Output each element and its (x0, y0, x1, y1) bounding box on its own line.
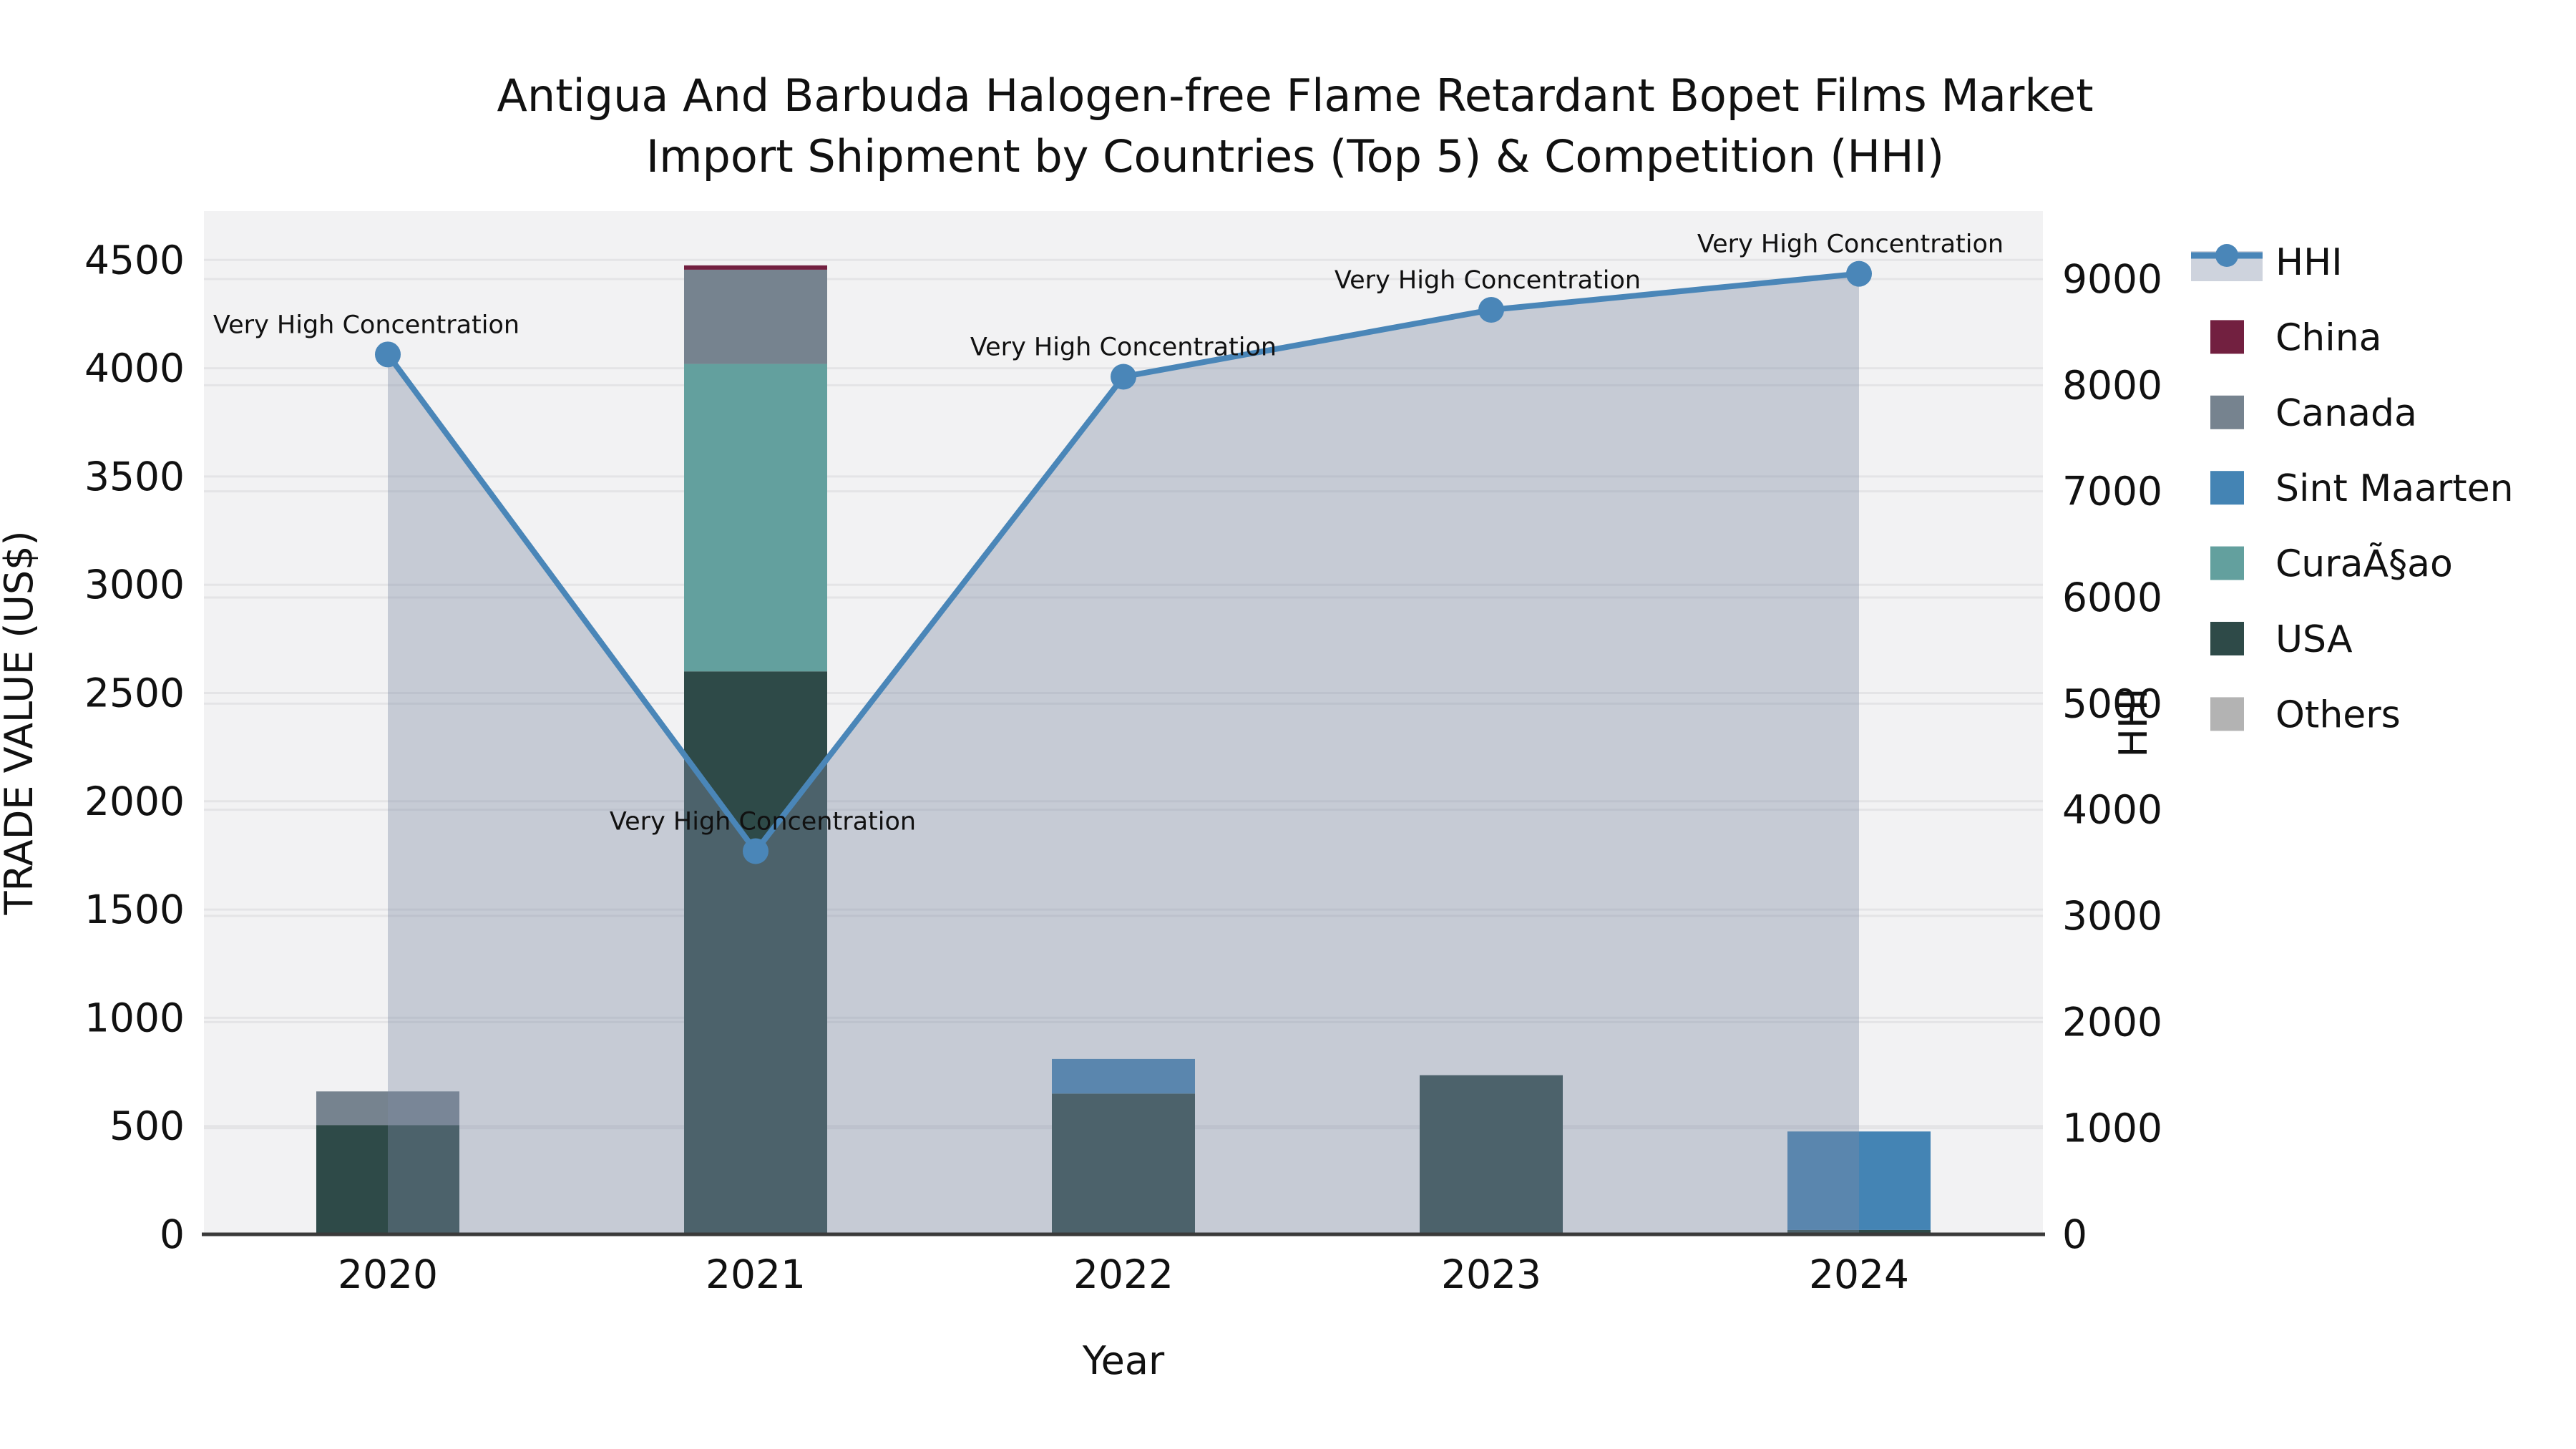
chart-title-line2: Import Shipment by Countries (Top 5) & C… (646, 130, 1944, 182)
legend-item-others: Others (2210, 693, 2401, 736)
annotation-2024: Very High Concentration (1697, 230, 2004, 259)
left-tick-3000: 3000 (84, 562, 185, 608)
bar-segment-canada-2020 (316, 1091, 459, 1126)
right-tick-3000: 3000 (2062, 893, 2162, 939)
left-tick-500: 500 (109, 1103, 185, 1149)
hhi-marker-2023 (1478, 297, 1504, 323)
legend-color-swatch (2210, 395, 2244, 429)
legend-label: CuraÃ§ao (2275, 542, 2453, 586)
bar-segment-china-2021 (684, 265, 827, 270)
legend-label: HHI (2275, 241, 2343, 284)
left-tick-labels: 0 500 1000 1500 2000 2500 3000 3500 4000 4500 (84, 237, 185, 1257)
left-tick-1500: 1500 (84, 887, 185, 932)
legend: HHI China Canada Sint Maarten CuraÃ§ao USA Oth… (2191, 241, 2514, 736)
x-tick-labels: 2020 2021 2022 2023 2024 (338, 1252, 1909, 1297)
legend-color-swatch (2210, 320, 2244, 354)
legend-item-cura-ao: CuraÃ§ao (2210, 542, 2453, 586)
right-tick-5000: 5000 (2062, 680, 2162, 726)
legend-color-swatch (2210, 546, 2244, 580)
annotation-labels: Very High Concentration Very High Concent… (213, 230, 2004, 836)
legend-label: USA (2275, 618, 2353, 661)
x-tick-2021: 2021 (706, 1252, 806, 1297)
left-tick-2000: 2000 (84, 779, 185, 824)
bar-segment-usa-2023 (1420, 1075, 1563, 1234)
annotation-2021: Very High Concentration (610, 808, 916, 836)
legend-label: Others (2275, 693, 2401, 736)
left-tick-3500: 3500 (84, 454, 185, 499)
right-tick-4000: 4000 (2062, 787, 2162, 833)
bar-segment-usa-2020 (316, 1125, 459, 1234)
bar-segment-canada-2021 (684, 269, 827, 364)
left-tick-4500: 4500 (84, 237, 185, 283)
legend-item-china: China (2210, 316, 2382, 359)
legend-label: Sint Maarten (2275, 467, 2514, 510)
hhi-marker-2024 (1846, 260, 1872, 287)
x-tick-2020: 2020 (338, 1252, 438, 1297)
right-tick-9000: 9000 (2062, 256, 2162, 302)
x-tick-2024: 2024 (1809, 1252, 1909, 1297)
left-tick-1000: 1000 (84, 995, 185, 1040)
x-axis-title: Year (1082, 1338, 1165, 1383)
bar-segment-cura-ao-2021 (684, 364, 827, 672)
hhi-line (375, 260, 1872, 864)
legend-color-swatch (2210, 622, 2244, 655)
legend-label: Canada (2275, 392, 2417, 435)
left-tick-4000: 4000 (84, 346, 185, 391)
hhi-area-path (388, 273, 1859, 1234)
legend-item-sint-maarten: Sint Maarten (2210, 467, 2514, 510)
right-tick-labels: 0 1000 2000 3000 4000 5000 6000 7000 8000 9000 (2062, 256, 2162, 1257)
hhi-area-fill (388, 273, 1859, 1234)
bar-stacks (316, 265, 1931, 1234)
right-tick-8000: 8000 (2062, 362, 2162, 408)
legend-label: China (2275, 316, 2382, 359)
right-tick-2000: 2000 (2062, 999, 2162, 1045)
legend-item-usa: USA (2210, 618, 2353, 661)
legend-color-swatch (2210, 471, 2244, 505)
x-tick-2023: 2023 (1441, 1252, 1541, 1297)
bar-segment-sint-maarten-2024 (1787, 1131, 1931, 1230)
hhi-marker-2020 (375, 341, 401, 368)
right-tick-1000: 1000 (2062, 1106, 2162, 1151)
x-tick-2022: 2022 (1073, 1252, 1174, 1297)
right-tick-7000: 7000 (2062, 469, 2162, 514)
legend-item-canada: Canada (2210, 392, 2417, 435)
hhi-marker-2022 (1111, 364, 1136, 390)
legend-item-hhi: HHI (2191, 241, 2343, 284)
right-tick-6000: 6000 (2062, 575, 2162, 620)
chart-title-line1: Antigua And Barbuda Halogen-free Flame R… (497, 69, 2093, 122)
left-tick-2500: 2500 (84, 670, 185, 716)
bar-segment-usa-2021 (684, 671, 827, 1234)
annotation-2022: Very High Concentration (970, 333, 1277, 361)
right-tick-0: 0 (2062, 1211, 2087, 1257)
legend-hhi-marker-sample (2215, 244, 2238, 267)
bar-segment-usa-2024 (1787, 1229, 1931, 1234)
hhi-marker-2021 (743, 838, 769, 864)
left-axis-title: TRADE VALUE (US$) (0, 530, 42, 915)
legend-color-swatch (2210, 697, 2244, 731)
annotation-2023: Very High Concentration (1335, 266, 1641, 295)
bar-segment-sint-maarten-2022 (1052, 1058, 1195, 1094)
annotation-2020: Very High Concentration (213, 311, 519, 339)
right-axis-title: HHI (2111, 688, 2156, 757)
left-tick-0: 0 (160, 1211, 185, 1257)
bar-segment-usa-2022 (1052, 1093, 1195, 1234)
